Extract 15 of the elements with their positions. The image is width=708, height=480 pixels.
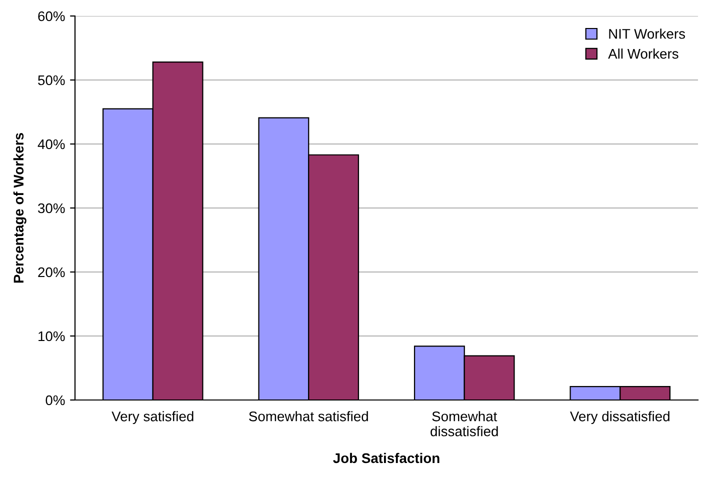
y-tick-label: 60% <box>38 11 65 22</box>
y-tick-label: 20% <box>38 267 65 278</box>
x-tick-label: Very satisfied <box>112 411 194 424</box>
y-axis-title: Percentage of Workers <box>13 133 26 283</box>
y-tick-label: 10% <box>38 331 65 342</box>
x-tick-label: Very dissatisfied <box>570 411 670 424</box>
y-tick-label: 0% <box>46 395 65 406</box>
x-tick-label: Somewhat satisfied <box>249 411 368 422</box>
x-tick-label: Somewhat dissatisfied <box>430 411 498 436</box>
y-tick-label: 40% <box>38 139 65 150</box>
y-tick-label: 30% <box>38 203 65 214</box>
y-tick-label: 50% <box>38 75 65 86</box>
x-axis-title: Job Satisfaction <box>333 452 440 464</box>
legend-label: NIT Workers <box>609 28 685 39</box>
legend-label: All Workers <box>608 48 678 59</box>
